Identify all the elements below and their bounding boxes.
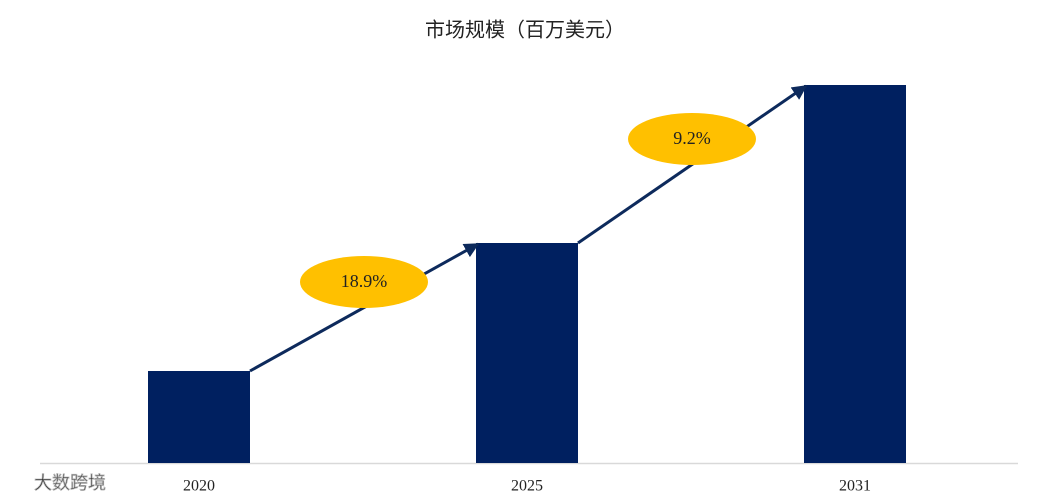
chart-title: 市场规模（百万美元） [425, 19, 625, 42]
x-tick-label: 2025 [511, 478, 543, 495]
bar [476, 243, 578, 463]
growth-label: 9.2% [673, 128, 711, 148]
growth-badge [628, 113, 756, 165]
bar [804, 85, 906, 463]
growth-badge [300, 256, 428, 308]
bar [148, 371, 250, 463]
x-tick-label: 2031 [839, 478, 871, 495]
growth-label: 18.9% [341, 271, 388, 291]
watermark: 大数跨境 [34, 473, 106, 494]
x-tick-label: 2020 [183, 478, 215, 495]
